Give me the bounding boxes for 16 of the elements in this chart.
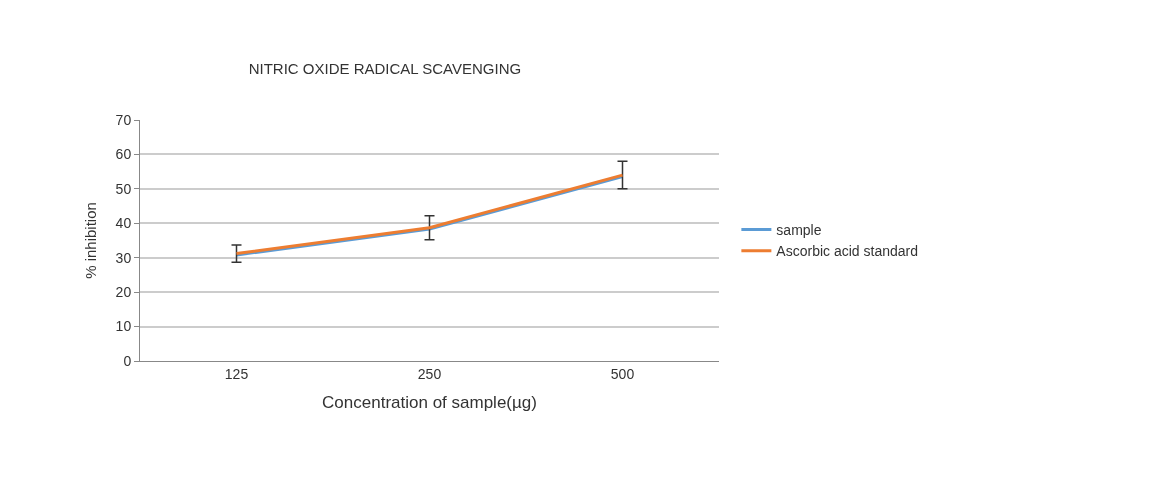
y-tick-label: 70 xyxy=(115,111,132,128)
y-tick-label: 20 xyxy=(115,284,132,301)
y-tick-label: 30 xyxy=(115,249,132,266)
x-tick-label: 250 xyxy=(417,365,442,382)
y-axis-title: % inhibition xyxy=(81,202,99,279)
chart-title: NITRIC OXIDE RADICAL SCAVENGING xyxy=(248,59,522,77)
x-tick-label: 500 xyxy=(610,365,635,382)
x-tick-label: 125 xyxy=(224,365,249,382)
x-axis-title: Concentration of sample(µg) xyxy=(322,393,537,413)
y-tick-label: 60 xyxy=(115,146,132,163)
y-tick-label: 0 xyxy=(123,352,132,369)
y-tick-label: 50 xyxy=(115,180,132,197)
legend-label: Ascorbic acid standard xyxy=(776,243,919,260)
y-tick-label: 40 xyxy=(115,215,132,232)
legend-label: sample xyxy=(776,222,822,239)
y-tick-label: 10 xyxy=(115,318,132,335)
